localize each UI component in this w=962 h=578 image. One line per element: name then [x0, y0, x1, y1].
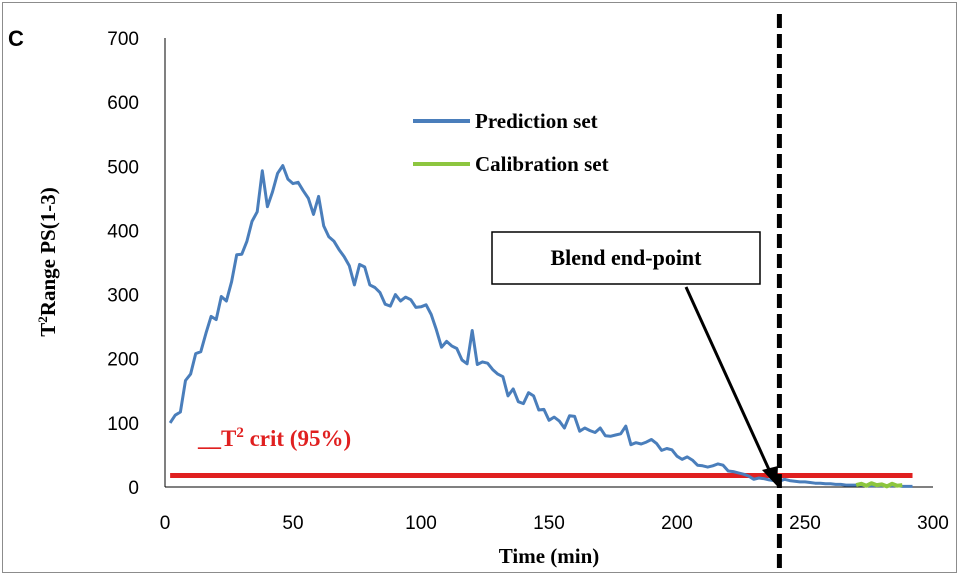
x-tick-labels: 0 50 100 150 200 250 300	[160, 513, 949, 534]
y-axis-title: T2Range PS(1-3)	[35, 187, 60, 336]
threshold-label-rest: crit (95%)	[244, 426, 351, 451]
x-tick-label: 50	[282, 513, 303, 534]
x-tick-label: 0	[160, 513, 171, 534]
x-tick-label: 150	[533, 513, 565, 534]
x-tick-label: 200	[661, 513, 693, 534]
endpoint-annotation: Blend end-point	[491, 231, 778, 486]
axes	[164, 38, 933, 488]
threshold-label-sup: 2	[236, 425, 244, 441]
series-line-prediction	[168, 164, 913, 488]
y-tick-label: 600	[107, 93, 139, 114]
y-tick-labels: 0 100 200 300 400 500 600 700	[107, 29, 139, 499]
y-tick-label: 500	[107, 157, 139, 178]
y-tick-label: 200	[107, 350, 139, 371]
series-layer	[168, 164, 913, 489]
y-axis-title-main: T	[36, 323, 60, 337]
threshold-label-main: T	[221, 426, 236, 451]
y-tick-label: 0	[128, 478, 139, 499]
threshold-label-prefix: __	[197, 426, 222, 451]
series-line-calibration	[855, 481, 903, 489]
y-axis-title-rest: Range PS(1-3)	[36, 187, 60, 316]
y-tick-label: 700	[107, 29, 139, 50]
legend-label-prediction: Prediction set	[475, 109, 598, 133]
legend: Prediction set Calibration set	[413, 109, 609, 176]
y-axis-title-sup: 2	[35, 316, 50, 323]
x-tick-label: 100	[405, 513, 437, 534]
y-tick-label: 300	[107, 286, 139, 307]
endpoint-annotation-label: Blend end-point	[551, 245, 703, 270]
y-tick-label: 400	[107, 221, 139, 242]
panel-label: C	[8, 26, 24, 51]
x-tick-label: 250	[789, 513, 821, 534]
y-tick-label: 100	[107, 414, 139, 435]
threshold-label: __T2 crit (95%)	[197, 425, 351, 451]
x-axis-title: Time (min)	[499, 544, 600, 568]
endpoint-arrow-head	[762, 466, 778, 486]
endpoint-annotation-box	[491, 231, 761, 285]
endpoint-arrow-line	[684, 286, 773, 475]
legend-label-calibration: Calibration set	[475, 152, 609, 176]
x-tick-label: 300	[917, 513, 949, 534]
